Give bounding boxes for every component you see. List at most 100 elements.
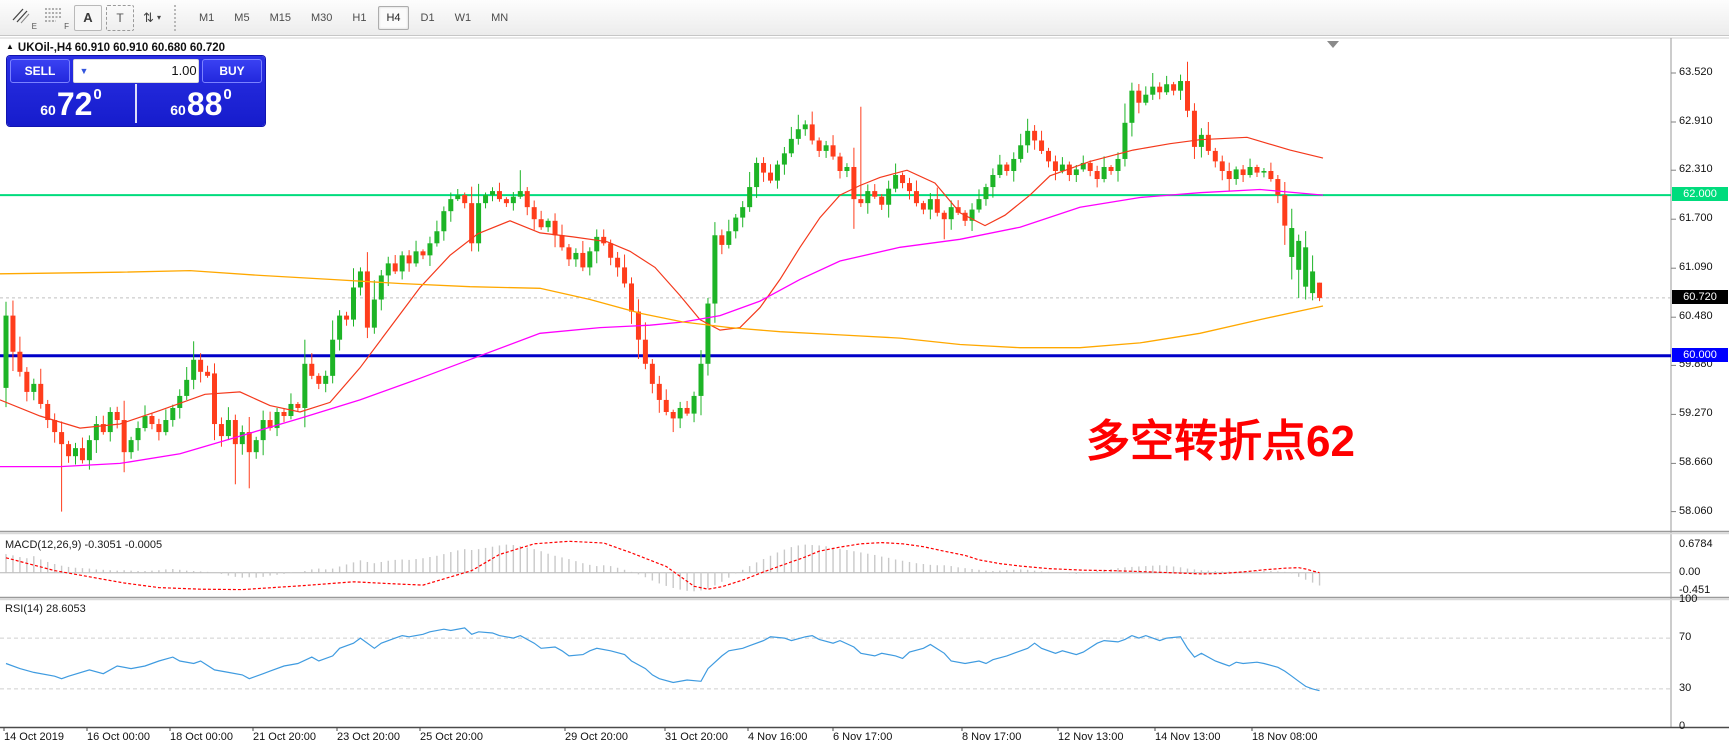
- candle-body: [45, 403, 51, 421]
- one-click-trading-panel: SELL ▼ ▲ BUY 60 72 0 60 88 0: [7, 56, 265, 126]
- candle-body: [1080, 162, 1086, 170]
- timeframe-button-m30[interactable]: M30: [310, 11, 333, 24]
- candle-body: [38, 383, 44, 404]
- candle-body: [496, 191, 502, 200]
- candle-body: [253, 440, 259, 453]
- arrow-objects-icon[interactable]: ⇅ ▾: [138, 5, 166, 31]
- candle-body: [677, 407, 683, 419]
- timeframe-button-w1[interactable]: W1: [454, 11, 472, 24]
- candle-body: [705, 303, 711, 364]
- candle-body: [802, 124, 808, 130]
- price-tick-label: 58.660: [1679, 456, 1713, 469]
- candle-body: [344, 315, 350, 320]
- chart-window[interactable]: ▲ UKOil-,H4 60.910 60.910 60.680 60.720 S…: [0, 37, 1729, 750]
- candle-body: [177, 395, 183, 408]
- candle-body: [198, 359, 204, 372]
- candle-body: [10, 315, 16, 352]
- price-tick-label: 62.310: [1679, 163, 1713, 176]
- candle-body: [566, 247, 572, 260]
- sell-button[interactable]: SELL: [10, 58, 70, 83]
- candle-body: [371, 299, 377, 328]
- candle-body: [1310, 271, 1316, 294]
- sell-price-main: 72: [56, 85, 93, 122]
- candle-body: [976, 199, 982, 210]
- candle-body: [997, 164, 1003, 176]
- candle-body: [962, 212, 968, 221]
- candle-body: [1046, 150, 1051, 162]
- date-tick-label: 12 Nov 13:00: [1058, 731, 1124, 743]
- candle-body: [1066, 164, 1072, 176]
- candle-body: [330, 339, 336, 376]
- buy-price-main: 88: [186, 85, 223, 122]
- timeframe-button-d1[interactable]: D1: [420, 11, 435, 24]
- candle-body: [844, 166, 850, 172]
- candle-body: [17, 351, 23, 372]
- volume-decrease-button[interactable]: ▼: [74, 59, 94, 82]
- equidistant-channel-icon[interactable]: E: [10, 5, 38, 31]
- buy-price-base: 60: [170, 102, 186, 118]
- candle-body: [1164, 84, 1170, 93]
- candle-body: [1219, 161, 1225, 172]
- toolbar-separator: [174, 4, 183, 31]
- sell-price-base: 60: [40, 102, 56, 118]
- date-tick-label: 14 Nov 13:00: [1155, 731, 1221, 743]
- candle-body: [399, 255, 405, 272]
- price-badge-60.720: 60.720: [1672, 289, 1728, 304]
- text-label-icon[interactable]: A: [74, 4, 102, 31]
- symbol-title: ▲ UKOil-,H4 60.910 60.910 60.680 60.720: [6, 42, 226, 54]
- candle-body: [1052, 161, 1058, 172]
- candle-body: [768, 172, 773, 181]
- buy-button[interactable]: BUY: [202, 58, 262, 83]
- candle-body: [59, 432, 65, 445]
- chart-annotation-text[interactable]: 多空转折点62: [1086, 417, 1355, 466]
- chart-canvas[interactable]: [0, 37, 1729, 750]
- candle-body: [816, 140, 822, 151]
- candle-body: [1011, 158, 1017, 172]
- candle-body: [545, 220, 551, 228]
- candle-body: [483, 195, 489, 204]
- candle-body: [747, 187, 753, 208]
- candle-body: [295, 403, 301, 408]
- candle-body: [1317, 282, 1323, 298]
- symbol-collapse-icon[interactable]: ▲: [6, 42, 14, 51]
- candle-body: [323, 375, 329, 384]
- candle-body: [510, 196, 516, 204]
- timeframe-button-m15[interactable]: M15: [269, 11, 291, 24]
- timeframe-button-m1[interactable]: M1: [199, 11, 215, 24]
- candle-body: [622, 267, 628, 284]
- timeframe-button-h4[interactable]: H4: [378, 5, 409, 30]
- volume-input[interactable]: [94, 59, 198, 82]
- channel-sub-label: E: [31, 21, 37, 31]
- candle-body: [1233, 169, 1239, 180]
- buy-price[interactable]: 60 88 0: [137, 83, 265, 124]
- candle-body: [698, 363, 704, 396]
- candle-body: [420, 251, 426, 256]
- text-box-icon[interactable]: T: [106, 4, 134, 31]
- candle-body: [503, 199, 509, 204]
- rsi-tick-label: 30: [1679, 681, 1692, 694]
- fibonacci-lines-icon[interactable]: F: [42, 5, 70, 31]
- price-tick-label: 62.910: [1679, 115, 1713, 127]
- candle-body: [232, 420, 238, 445]
- sell-price[interactable]: 60 72 0: [7, 83, 135, 124]
- candle-body: [274, 411, 280, 429]
- timeframe-button-h1[interactable]: H1: [352, 11, 367, 24]
- timeframe-button-m5[interactable]: M5: [234, 11, 250, 24]
- candle-body: [1191, 110, 1197, 147]
- candle-body: [149, 416, 155, 425]
- candle-body: [413, 251, 419, 264]
- candle-body: [156, 424, 162, 433]
- candle-body: [941, 212, 947, 220]
- chevron-down-icon: ▾: [156, 13, 161, 22]
- candle-body: [1205, 134, 1211, 151]
- candle-body: [795, 129, 801, 139]
- candle-body: [851, 166, 857, 200]
- timeframe-button-mn[interactable]: MN: [491, 11, 509, 24]
- candle-body: [907, 183, 912, 192]
- candle-body: [1226, 171, 1232, 180]
- date-tick-label: 14 Oct 2019: [4, 731, 64, 743]
- macd-tick-label: -0.451: [1679, 584, 1711, 597]
- candle-body: [316, 375, 322, 384]
- candle-body: [1282, 195, 1288, 226]
